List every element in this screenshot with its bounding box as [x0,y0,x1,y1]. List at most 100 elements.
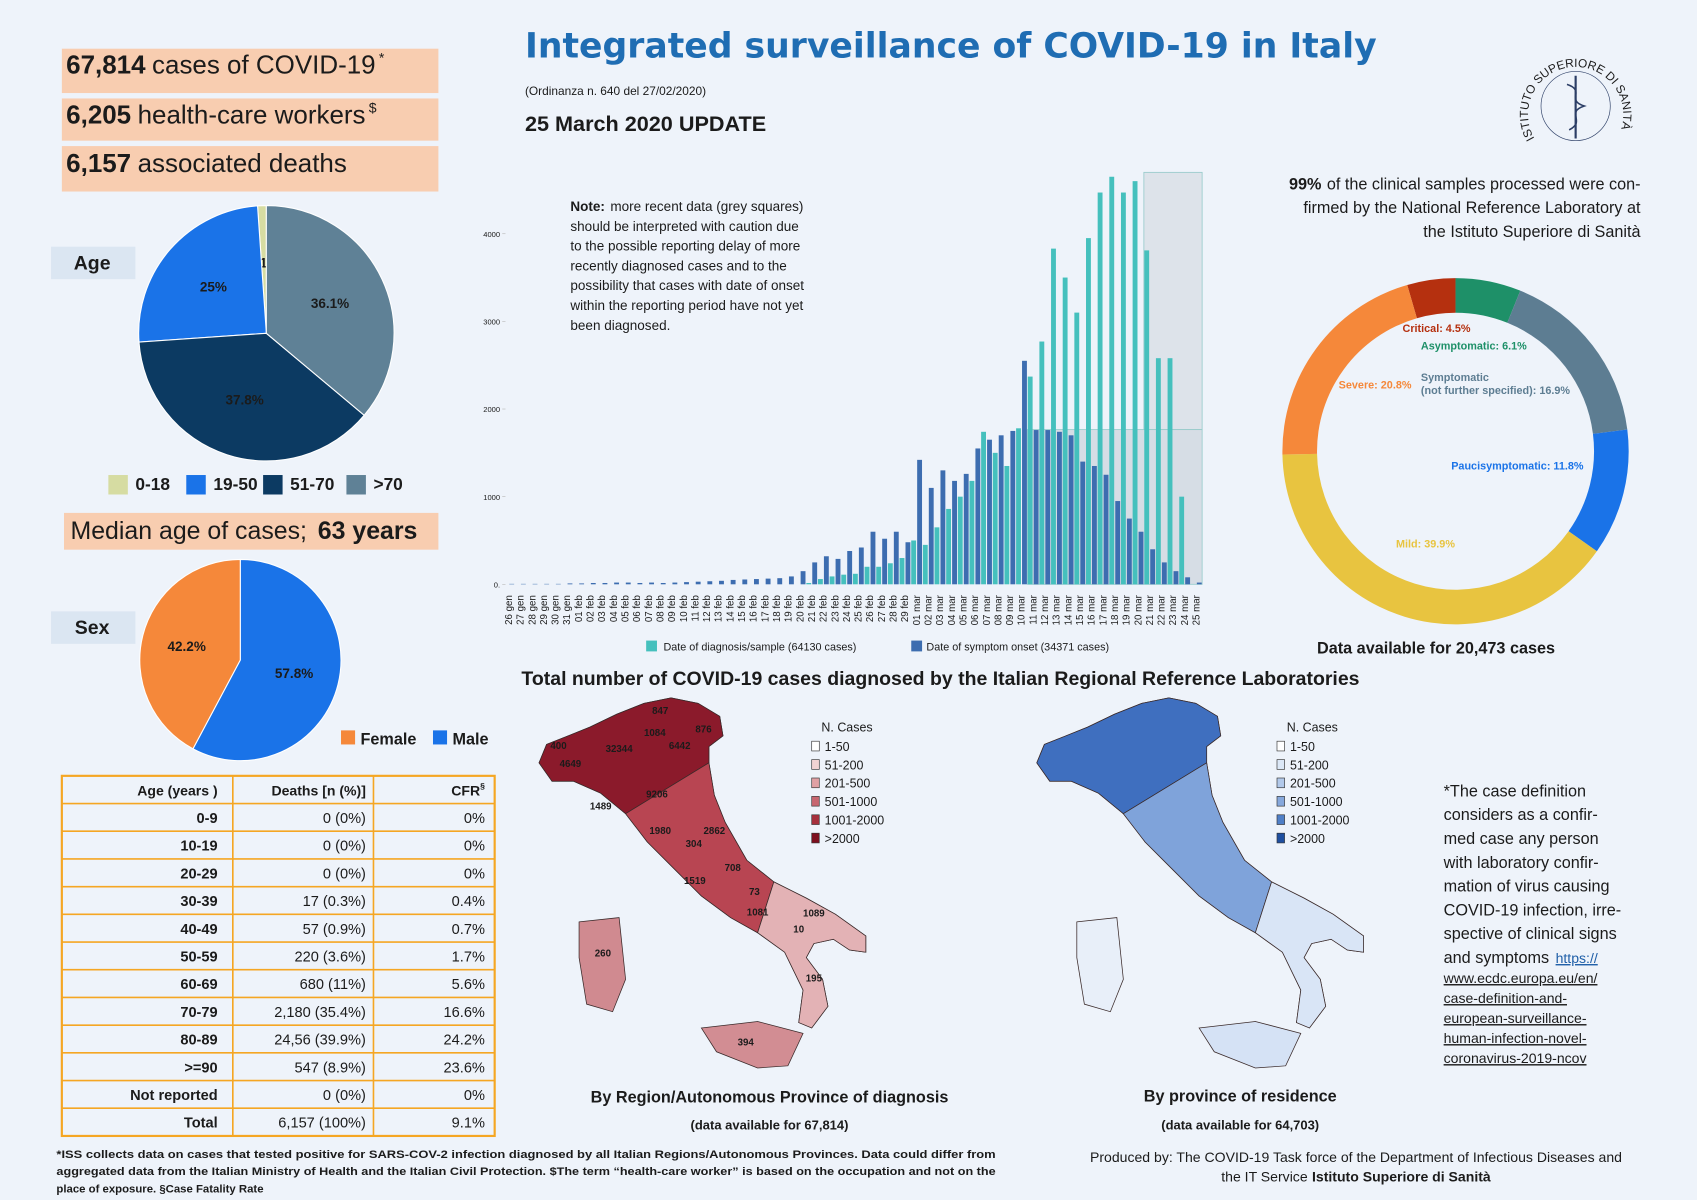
x-tick-label: 08 mar [993,594,1004,625]
definition-text: *The case definition [1444,782,1586,800]
bar [835,558,841,585]
stat-value: 6,157 [66,148,131,178]
bar [1022,360,1027,585]
median-age: Median age of cases; 63 years [71,517,418,545]
data-label: Severe: 20.8% [1338,379,1412,392]
bar [806,582,812,585]
x-tick-label: 03 feb [597,595,608,622]
region-label: 1980 [649,826,671,837]
bar [625,582,631,585]
title: Integrated surveillance of COVID-19 in I… [525,26,1377,66]
x-tick-label: 29 gen [539,595,550,625]
region-label: 400 [550,741,566,752]
table-cell: 0% [464,1088,485,1104]
legend-label: 1001-2000 [825,814,885,828]
x-tick-label: 16 feb [749,595,760,622]
legend-swatch [811,814,820,825]
logo-ring [1540,71,1611,141]
x-tick-label: 12 mar [1040,594,1051,625]
legend-label: 19-50 [213,474,257,494]
x-tick-label: 15 feb [737,595,748,622]
y-tick-label: 0. [494,581,500,590]
bar [812,562,818,585]
bar [1027,376,1033,585]
bar [590,582,596,585]
legend-swatch [1276,740,1285,752]
table-cell: 1.7% [452,950,485,966]
region-label: 73 [749,887,760,898]
region-label: 1081 [747,907,769,918]
panel-label: Sex [75,617,110,639]
table-cell: 220 (3.6%) [295,950,366,966]
x-tick-label: 23 feb [830,595,841,622]
x-tick-label: 28 feb [889,595,900,622]
stat-sup: * [379,50,385,66]
x-tick-label: 06 mar [970,594,981,625]
x-tick-label: 05 feb [621,595,632,622]
region-label: 6442 [669,741,691,752]
bar [841,574,847,585]
table-cell: 24.2% [444,1033,485,1049]
legend-label: >2000 [1290,832,1325,846]
region-label: 394 [738,1037,755,1048]
x-tick-label: 09 feb [667,595,678,622]
data-label: Mild: 39.9% [1396,538,1455,551]
legend-title: N. Cases [1287,720,1338,734]
bar [823,556,829,585]
bar [788,576,794,585]
bar [1126,518,1132,585]
map-caption: By Region/Autonomous Province of diagnos… [591,1089,949,1107]
definition-text: and symptoms [1444,949,1549,967]
region-label: 10 [793,925,804,936]
bar [934,527,940,585]
definition-link: european-surveillance- [1444,1010,1587,1026]
region-label: 1519 [684,876,706,887]
credits: Produced by: The COVID-19 Task force of … [1090,1149,1622,1165]
note: should be interpreted with caution due [570,219,798,234]
legend-label: 1-50 [825,740,850,754]
panel-label: Age [74,252,111,274]
data-label: Symptomatic (not further specified): 16.… [1420,372,1571,398]
legend-swatch [263,475,283,495]
map-area [1198,1021,1302,1069]
map-caption: By province of residence [1144,1088,1337,1106]
bar [579,583,585,585]
table-cell: 0.4% [452,894,485,910]
slice [1568,429,1629,552]
logo [1540,71,1611,141]
bar [975,448,981,585]
y-tick-label: 2000 [483,405,500,414]
lab-note-bold: 99% [1289,175,1321,193]
map [538,697,867,1069]
bar [567,583,573,585]
bar [695,581,701,585]
table-cell: 40-49 [180,922,217,938]
definition-text: mation of virus causing [1444,878,1610,896]
bar [742,579,748,585]
table-cell: 80-89 [180,1033,217,1049]
legend-label: 51-70 [290,474,334,494]
lab-note-text: of the clinical samples processed were c… [1327,175,1641,193]
maps-title: Total number of COVID-19 cases diagnosed… [521,668,1359,690]
bar [602,582,608,585]
map-subcaption: (data available for 64,703) [1161,1118,1319,1133]
y-tick-label: 1000 [483,493,500,502]
map-area [700,1021,804,1069]
x-tick-label: 13 mar [1052,594,1063,625]
definition-text: COVID-19 infection, irre- [1444,901,1622,919]
x-tick-label: 26 gen [504,595,515,625]
data-label: Critical: 4.5% [1403,324,1471,336]
x-tick-label: 01 feb [574,595,585,622]
bar [1173,571,1179,585]
table-cell: 2,180 (35.4%) [274,1005,366,1021]
bar [917,459,923,585]
stat-value: 67,814 [66,50,146,80]
x-tick-label: 11 mar [1028,594,1039,624]
definition-text: with laboratory confir- [1443,854,1599,872]
legend-swatch [1276,832,1285,844]
data-label: Mild: 39.9% [1396,538,1455,551]
data-label: Severe: 20.8% [1338,379,1412,392]
map-area [538,697,724,815]
legend-swatch [1276,777,1285,789]
bar [1074,312,1080,585]
